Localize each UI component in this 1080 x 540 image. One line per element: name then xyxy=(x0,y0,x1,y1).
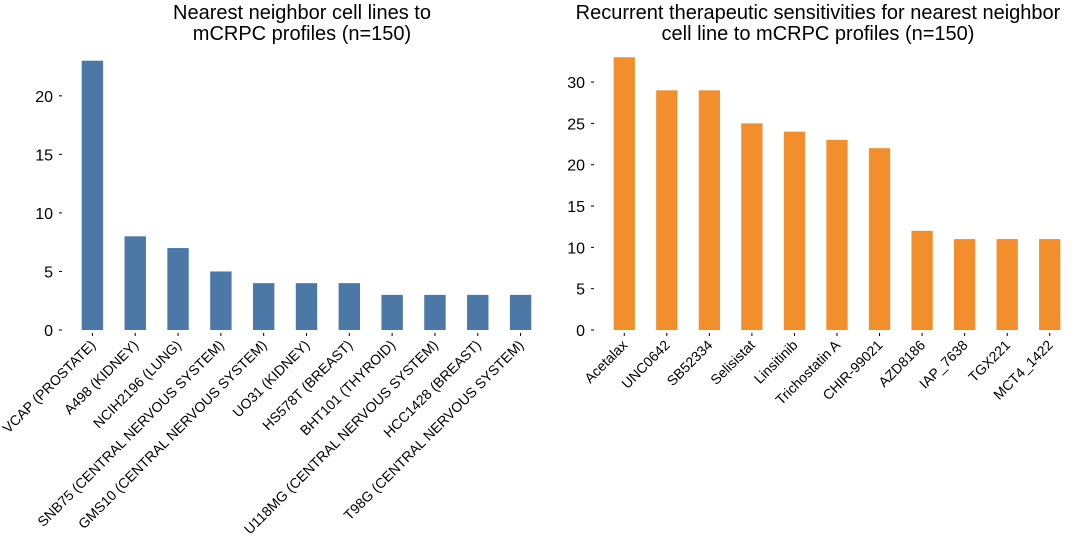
chart-title-line-2: cell line to mCRPC profiles (n=150) xyxy=(662,23,975,45)
bar-trichostatin-a xyxy=(826,139,848,330)
bar-mct4-1422 xyxy=(1039,239,1061,330)
bar-uo31-kidney xyxy=(295,283,318,330)
y-tick-label: 0 xyxy=(576,323,585,340)
y-tick-label: 0 xyxy=(44,323,53,340)
x-tick-label-a498-kidney: A498 (KIDNEY) xyxy=(61,337,142,418)
bar-u118mg-central-nervous-system xyxy=(424,294,446,330)
chart-title-line-2: mCRPC profiles (n=150) xyxy=(193,23,411,45)
y-tick-label: 20 xyxy=(567,158,585,175)
bar-series xyxy=(81,60,532,330)
x-axis-labels: AcetalaxUNC0642SB52334SelisistatLinsitin… xyxy=(581,333,1056,408)
bar-iap-7638 xyxy=(954,239,976,330)
bar-hcc1428-breast xyxy=(467,294,489,330)
bar-t98g-central-nervous-system xyxy=(509,294,532,330)
bar-bht101-thyroid xyxy=(381,294,403,330)
y-tick-label: 15 xyxy=(35,147,53,164)
y-tick-label: 20 xyxy=(35,89,53,106)
chart-therapeutic-sensitivities: Recurrent therapeutic sensitivities for … xyxy=(567,2,1060,408)
y-tick-label: 15 xyxy=(567,199,585,216)
x-tick-label-selisistat: Selisistat xyxy=(707,337,758,388)
chart-title-line-1: Recurrent therapeutic sensitivities for … xyxy=(576,2,1061,24)
bar-linsitinib xyxy=(783,131,806,330)
bar-ncih2196-lung xyxy=(167,248,189,330)
chart-cell-lines: Nearest neighbor cell lines to mCRPC pro… xyxy=(0,2,532,537)
bar-azd8186 xyxy=(911,230,933,330)
bar-tgx221 xyxy=(996,239,1018,330)
bar-snb75-central-nervous-system xyxy=(210,271,232,330)
x-tick-label-sb52334: SB52334 xyxy=(663,337,715,389)
bar-sb52334 xyxy=(698,90,720,330)
bar-gms10-central-nervous-system xyxy=(252,283,275,330)
y-tick-label: 10 xyxy=(567,240,585,257)
bar-hs578t-breast xyxy=(338,283,361,330)
bar-selisistat xyxy=(741,123,763,330)
y-tick-label: 5 xyxy=(44,264,53,281)
bar-acetalax xyxy=(613,57,635,330)
bar-chir-99021 xyxy=(868,148,891,330)
x-axis-labels: VCAP (PROSTATE)A498 (KIDNEY)NCIH2196 (LU… xyxy=(0,333,527,537)
y-axis: 0 5 10 15 20 xyxy=(35,89,62,340)
bar-vcap-prostate xyxy=(81,60,104,330)
bar-a498-kidney xyxy=(124,236,146,330)
y-axis: 0 5 10 15 20 25 30 xyxy=(567,75,594,340)
chart-title-line-1: Nearest neighbor cell lines to xyxy=(173,2,431,24)
bar-series xyxy=(613,57,1061,330)
y-tick-label: 25 xyxy=(567,116,585,133)
y-tick-label: 5 xyxy=(576,282,585,299)
x-tick-label-uo31-kidney: UO31 (KIDNEY) xyxy=(229,337,312,420)
y-tick-label: 30 xyxy=(567,75,585,92)
bar-unc0642 xyxy=(656,90,678,330)
y-tick-label: 10 xyxy=(35,206,53,223)
